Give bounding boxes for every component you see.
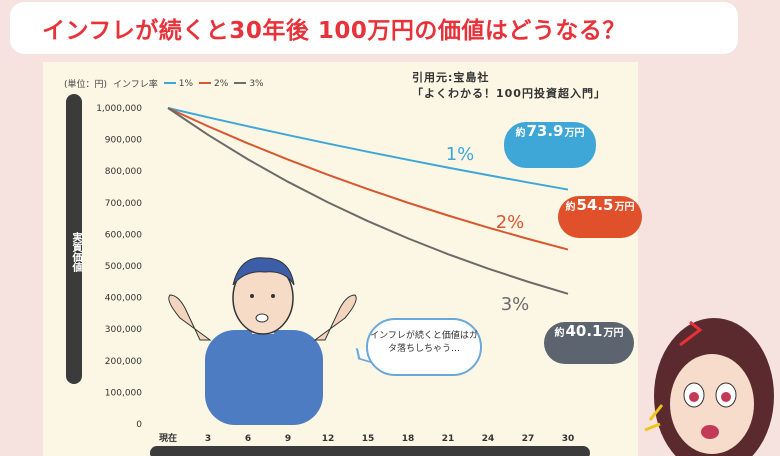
x-axis-bar [150, 446, 590, 456]
series-line-3 [167, 107, 569, 295]
legend-label: インフレ率 [113, 80, 158, 90]
x-tick-label: 15 [362, 434, 375, 444]
x-tick-label: 21 [442, 434, 455, 444]
girl-avatar-illustration [644, 318, 774, 456]
series-label-2: 2% [496, 212, 525, 233]
x-tick-labels: 現在 3 6 9 12 15 18 21 24 27 30 [159, 432, 574, 444]
y-tick-label: 200,000 [105, 357, 142, 367]
y-tick-label: 100,000 [105, 388, 142, 398]
series-lines [167, 107, 569, 295]
series-label-1: 1% [446, 144, 475, 165]
x-tick-label: 3 [205, 434, 211, 444]
y-tick-label: 0 [136, 420, 142, 430]
x-tick-label: 27 [522, 434, 535, 444]
legend-item-2: 2% [199, 79, 228, 89]
legend: (単位：円) インフレ率 1% 2% 3% [64, 77, 264, 91]
series-line-1 [167, 107, 569, 191]
y-tick-label: 600,000 [105, 230, 142, 240]
y-axis-title: 実質価値 [70, 232, 81, 272]
worried-man-illustration [168, 257, 357, 425]
value-bubble-3pct: 約 40.1 万円 [544, 322, 634, 364]
y-tick-label: 300,000 [105, 325, 142, 335]
legend-item-1: 1% [163, 79, 193, 89]
x-tick-label: 30 [562, 434, 575, 444]
x-tick-label: 9 [285, 434, 291, 444]
x-tick-label: 24 [482, 434, 495, 444]
y-tick-label: 400,000 [105, 294, 142, 304]
y-tick-labels: 0 100,000 200,000 300,000 400,000 500,000 600,… [96, 104, 142, 430]
title-banner: インフレが続くと30年後 100万円の価値はどうなる？ [10, 2, 738, 54]
value-bubble-1pct: 約 73.9 万円 [504, 122, 596, 168]
series-labels: 1% 2% 3% [446, 144, 530, 315]
legend-item-3: 3% [234, 79, 264, 89]
speech-bubble: インフレが続くと価値はガタ落ちしちゃう… [366, 318, 482, 376]
page-title: インフレが続くと30年後 100万円の価値はどうなる？ [42, 18, 626, 44]
x-tick-label: 18 [402, 434, 415, 444]
y-tick-label: 800,000 [105, 167, 142, 177]
source-line-2: 「よくわかる！100円投資超入門」 [412, 87, 606, 100]
y-tick-label: 900,000 [105, 136, 142, 146]
source-line-1: 引用元:宝島社 [412, 71, 490, 84]
series-line-2 [167, 107, 569, 251]
y-axis-bar [66, 94, 82, 384]
source-citation: 引用元:宝島社 「よくわかる！100円投資超入門」 [412, 70, 606, 102]
y-tick-label: 500,000 [105, 262, 142, 272]
legend-unit: (単位：円) [64, 80, 108, 90]
x-tick-label: 6 [245, 434, 251, 444]
y-tick-label: 1,000,000 [96, 104, 142, 114]
x-tick-label: 現在 [159, 432, 177, 444]
y-tick-label: 700,000 [105, 199, 142, 209]
value-bubble-2pct: 約 54.5 万円 [558, 196, 642, 238]
series-label-3: 3% [501, 294, 530, 315]
x-tick-label: 12 [322, 434, 335, 444]
